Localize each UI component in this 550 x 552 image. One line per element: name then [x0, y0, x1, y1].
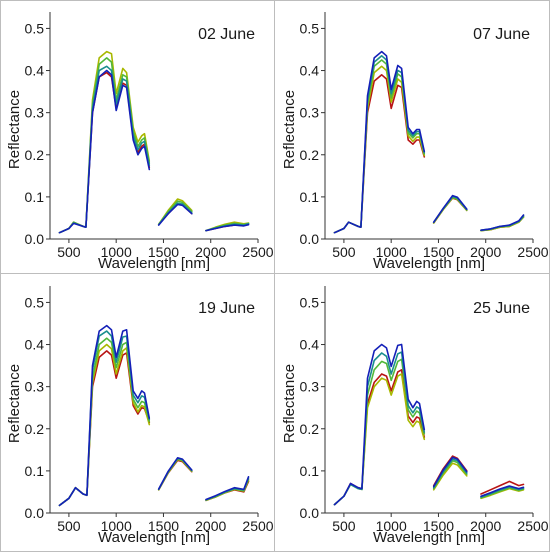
x-tick-label: 2000: [195, 244, 226, 260]
chart-panel: 0.0 0.1 0.2 0.3 0.4 0.5 500 1000 1500 2000 2500 Wav…: [6, 12, 274, 272]
x-axis-title: Wavelength [nm]: [373, 529, 485, 546]
y-tick-label: 0.0: [300, 505, 320, 521]
panel-date-title: 25 June: [473, 300, 530, 317]
x-axis-title: Wavelength [nm]: [98, 255, 210, 272]
y-axis-title: Reflectance: [6, 364, 23, 443]
x-tick-label: 2500: [517, 518, 548, 534]
x-tick-label: 1000: [376, 518, 407, 534]
spectrum-line: [333, 65, 426, 234]
spectrum-line: [432, 195, 468, 223]
y-tick-label: 0.3: [25, 105, 45, 121]
spectrum-line: [58, 343, 151, 507]
y-tick-label: 0.0: [25, 505, 45, 521]
y-tick-label: 0.3: [300, 105, 320, 121]
x-tick-label: 2500: [242, 244, 273, 260]
spectrum-line: [480, 486, 525, 499]
x-tick-label: 500: [57, 244, 81, 260]
y-tick-label: 0.0: [25, 231, 45, 247]
chart-panel: 0.0 0.1 0.2 0.3 0.4 0.5 500 1000 1500 2000 2500 Wav…: [281, 12, 549, 272]
spectrum-line: [333, 343, 426, 506]
spectrum-line: [480, 480, 525, 495]
x-tick-label: 500: [332, 518, 356, 534]
y-axis-title: Reflectance: [6, 90, 23, 169]
y-tick-label: 0.1: [25, 189, 45, 205]
spectrum-line: [333, 369, 426, 506]
x-tick-label: 1000: [101, 244, 132, 260]
y-tick-label: 0.3: [25, 379, 45, 395]
spectrum-line: [480, 214, 525, 231]
spectrum-line: [157, 203, 193, 226]
y-tick-label: 0.2: [25, 147, 45, 163]
y-tick-label: 0.3: [300, 379, 320, 395]
spectrum-line: [58, 69, 151, 234]
spectrum-line: [58, 324, 151, 507]
y-tick-label: 0.1: [300, 463, 320, 479]
spectrum-line: [432, 462, 468, 491]
x-tick-label: 500: [332, 244, 356, 260]
x-tick-label: 2500: [517, 244, 548, 260]
spectrum-line: [480, 485, 525, 497]
spectrum-line: [157, 457, 193, 491]
y-tick-label: 0.1: [25, 463, 45, 479]
spectrum-line: [432, 196, 468, 224]
spectrum-line: [333, 59, 426, 234]
y-tick-label: 0.2: [25, 421, 45, 437]
x-tick-label: 1500: [148, 518, 179, 534]
x-tick-label: 1500: [423, 244, 454, 260]
x-tick-label: 1000: [101, 518, 132, 534]
y-tick-label: 0.0: [300, 231, 320, 247]
spectrum-line: [205, 476, 250, 501]
x-tick-label: 2500: [242, 518, 273, 534]
y-tick-label: 0.4: [25, 63, 45, 79]
panel-date-title: 19 June: [198, 300, 255, 317]
spectrum-line: [333, 373, 426, 506]
y-tick-label: 0.2: [300, 421, 320, 437]
y-tick-label: 0.1: [300, 189, 320, 205]
y-tick-label: 0.5: [300, 294, 320, 310]
spectrum-line: [333, 351, 426, 506]
x-tick-label: 500: [57, 518, 81, 534]
x-axis-title: Wavelength [nm]: [98, 529, 210, 546]
spectrum-line: [58, 330, 151, 507]
y-tick-label: 0.4: [25, 337, 45, 353]
y-axis-title: Reflectance: [281, 90, 298, 169]
spectrum-line: [58, 350, 151, 507]
panel-date-title: 02 June: [198, 26, 255, 43]
spectrum-line: [58, 337, 151, 507]
x-tick-label: 1500: [423, 518, 454, 534]
y-tick-label: 0.2: [300, 147, 320, 163]
x-tick-label: 2000: [470, 518, 501, 534]
x-axis-title: Wavelength [nm]: [373, 255, 485, 272]
chart-panel: 0.0 0.1 0.2 0.3 0.4 0.5 500 1000 1500 2000 2500 Wav…: [6, 286, 274, 546]
y-tick-label: 0.4: [300, 63, 320, 79]
y-tick-label: 0.5: [25, 294, 45, 310]
x-tick-label: 2000: [195, 518, 226, 534]
x-tick-label: 2000: [470, 244, 501, 260]
y-tick-label: 0.5: [25, 20, 45, 36]
panel-date-title: 07 June: [473, 26, 530, 43]
spectrum-line: [157, 457, 193, 490]
x-tick-label: 1500: [148, 244, 179, 260]
y-tick-label: 0.5: [300, 20, 320, 36]
spectrum-line: [432, 194, 468, 223]
spectrum-line: [333, 74, 426, 234]
y-tick-label: 0.4: [300, 337, 320, 353]
spectrum-line: [432, 456, 468, 488]
spectrum-line: [333, 50, 426, 234]
x-tick-label: 1000: [376, 244, 407, 260]
spectrum-line: [58, 71, 151, 234]
y-axis-title: Reflectance: [281, 364, 298, 443]
spectrum-line: [205, 223, 250, 232]
chart-panel: 0.0 0.1 0.2 0.3 0.4 0.5 500 1000 1500 2000 2500 Wav…: [281, 286, 549, 546]
spectrum-line: [333, 55, 426, 234]
